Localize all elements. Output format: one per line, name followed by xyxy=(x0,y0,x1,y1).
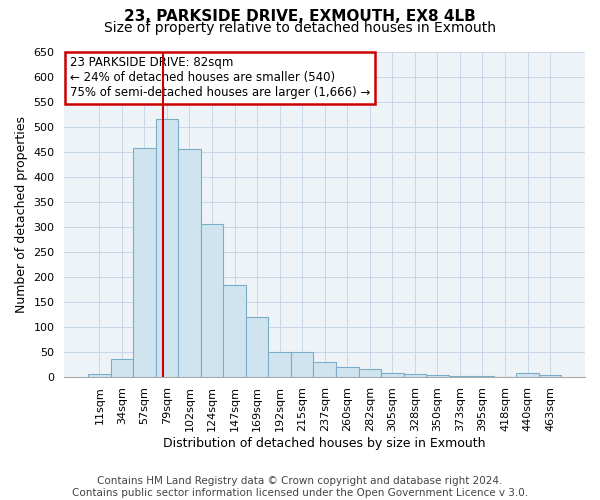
Bar xyxy=(178,148,201,376)
Bar xyxy=(359,369,381,376)
Bar xyxy=(539,375,562,376)
Bar xyxy=(201,224,223,376)
Y-axis label: Number of detached properties: Number of detached properties xyxy=(15,116,28,312)
Text: 23, PARKSIDE DRIVE, EXMOUTH, EX8 4LB: 23, PARKSIDE DRIVE, EXMOUTH, EX8 4LB xyxy=(124,9,476,24)
Bar xyxy=(268,352,291,376)
Bar xyxy=(133,148,155,376)
Bar xyxy=(313,362,336,376)
Text: 23 PARKSIDE DRIVE: 82sqm
← 24% of detached houses are smaller (540)
75% of semi-: 23 PARKSIDE DRIVE: 82sqm ← 24% of detach… xyxy=(70,56,370,100)
X-axis label: Distribution of detached houses by size in Exmouth: Distribution of detached houses by size … xyxy=(163,437,486,450)
Bar xyxy=(246,316,268,376)
Bar xyxy=(291,352,313,376)
Bar xyxy=(381,372,404,376)
Bar xyxy=(223,285,246,376)
Bar xyxy=(404,374,426,376)
Text: Size of property relative to detached houses in Exmouth: Size of property relative to detached ho… xyxy=(104,21,496,35)
Bar xyxy=(110,359,133,376)
Bar xyxy=(336,366,359,376)
Bar xyxy=(426,375,449,376)
Bar xyxy=(516,373,539,376)
Bar xyxy=(155,118,178,376)
Bar xyxy=(88,374,110,376)
Text: Contains HM Land Registry data © Crown copyright and database right 2024.
Contai: Contains HM Land Registry data © Crown c… xyxy=(72,476,528,498)
